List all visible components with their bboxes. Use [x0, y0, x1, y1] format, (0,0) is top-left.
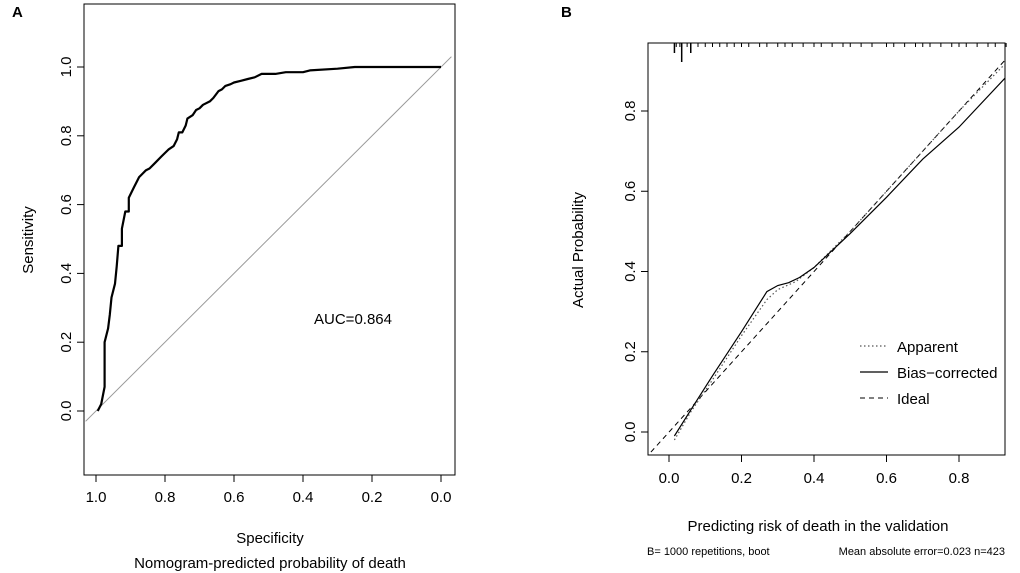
- panel-a-y-label: Sensitivity: [20, 206, 37, 274]
- panel-b-y-tick-label: 0.4: [622, 261, 639, 282]
- panel-a-x-tick-label: 0.4: [293, 489, 314, 506]
- panel-a-y-axis: 0.0 0.2 0.4 0.6 0.8 1.0: [58, 57, 84, 422]
- panel-b-rug: [673, 43, 1007, 62]
- panel-a-x-tick-label: 0.2: [362, 489, 383, 506]
- panel-a-frame: [83, 3, 456, 476]
- panel-b-y-tick-label: 0.8: [622, 101, 639, 122]
- panel-a-x-tick-label: 0.8: [155, 489, 176, 506]
- panel-b-x-tick-label: 0.0: [659, 470, 680, 487]
- panel-b-x-label: Predicting risk of death in the validati…: [688, 518, 949, 535]
- panel-a-x-label: Specificity: [236, 530, 304, 547]
- panel-a-x-tick-label: 0.6: [224, 489, 245, 506]
- panel-b-x-axis: 0.0 0.2 0.4 0.6 0.8: [659, 455, 970, 487]
- panel-a-y-tick-label: 0.4: [58, 263, 75, 284]
- panel-b-y-tick-label: 0.6: [622, 181, 639, 202]
- panel-a-y-tick-label: 0.2: [58, 332, 75, 353]
- legend: Apparent Bias−corrected Ideal: [860, 339, 997, 408]
- panel-a-reference-line: [85, 56, 452, 422]
- panel-b-frame: [647, 42, 1006, 456]
- panel-a-x-tick-label: 0.0: [431, 489, 452, 506]
- panel-b-label: B: [561, 4, 572, 21]
- panel-a-roc-curve: [96, 65, 441, 412]
- panel-a-y-tick-label: 0.8: [58, 125, 75, 146]
- panel-a-y-tick-label: 0.0: [58, 401, 75, 422]
- panel-b-x-tick-label: 0.2: [731, 470, 752, 487]
- legend-apparent-label: Apparent: [897, 339, 959, 356]
- panel-b-footnote-right: Mean absolute error=0.023 n=423: [839, 546, 1005, 558]
- panel-a-y-tick-label: 1.0: [58, 57, 75, 78]
- panel-b-x-tick-label: 0.6: [876, 470, 897, 487]
- panel-b-y-axis: 0.0 0.2 0.4 0.6 0.8: [622, 101, 648, 443]
- panel-b-y-label: Actual Probability: [570, 192, 587, 308]
- legend-bias-corrected-label: Bias−corrected: [897, 365, 997, 382]
- auc-annotation: AUC=0.864: [314, 311, 392, 328]
- panel-a: A 1.0 0.8 0.6 0.4 0.2 0.0 0.00.20.40.60.81.0 …: [12, 3, 456, 572]
- panel-b-y-tick-label: 0.2: [622, 341, 639, 362]
- panel-a-x-tick-label: 1.0: [86, 489, 107, 506]
- bias-corrected-line: [673, 77, 1005, 437]
- apparent-line: [673, 63, 1005, 441]
- panel-b: B 0.0 0.2 0.4 0.6 0.8 0.0 0.2 0.4 0.6 0.8 Appare…: [561, 4, 1007, 558]
- panel-b-footnote-left: B= 1000 repetitions, boot: [647, 546, 770, 558]
- panel-a-x-axis: 1.0 0.8 0.6 0.4 0.2 0.0: [86, 475, 452, 506]
- panel-a-label: A: [12, 4, 23, 21]
- panel-b-x-tick-label: 0.4: [804, 470, 825, 487]
- panel-b-x-tick-label: 0.8: [949, 470, 970, 487]
- legend-ideal-label: Ideal: [897, 391, 930, 408]
- panel-b-y-tick-label: 0.0: [622, 422, 639, 443]
- panel-a-y-tick-label: 0.6: [58, 194, 75, 215]
- panel-a-caption: Nomogram-predicted probability of death: [134, 555, 406, 572]
